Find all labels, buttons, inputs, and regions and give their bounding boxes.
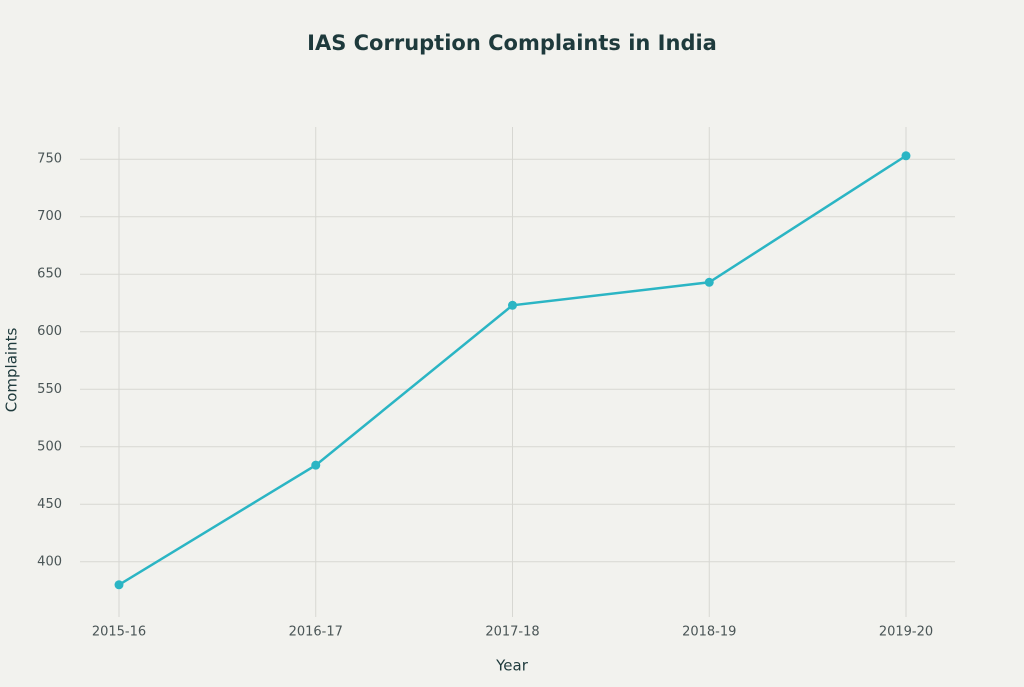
data-point — [704, 277, 714, 287]
y-tick-label: 700 — [37, 209, 62, 224]
chart-title: IAS Corruption Complaints in India — [307, 31, 717, 55]
y-tick-label: 450 — [37, 497, 62, 512]
y-tick-label: 750 — [37, 152, 62, 167]
y-tick-label: 400 — [37, 554, 62, 569]
y-tick-label: 650 — [37, 267, 62, 282]
x-tick-label: 2018-19 — [682, 625, 736, 640]
x-tick-label: 2015-16 — [92, 625, 146, 640]
x-axis-title: Year — [495, 657, 529, 675]
data-point — [311, 460, 321, 470]
data-point — [508, 300, 517, 310]
y-axis-title: Complaints — [3, 328, 21, 413]
x-tick-label: 2019-20 — [879, 625, 933, 640]
y-tick-label: 550 — [37, 382, 62, 397]
y-tick-label: 500 — [37, 439, 62, 454]
x-tick-label: 2017-18 — [485, 625, 539, 640]
data-point — [114, 580, 124, 590]
x-tick-label: 2016-17 — [289, 625, 343, 640]
y-tick-label: 600 — [37, 324, 62, 339]
data-point — [901, 151, 911, 161]
